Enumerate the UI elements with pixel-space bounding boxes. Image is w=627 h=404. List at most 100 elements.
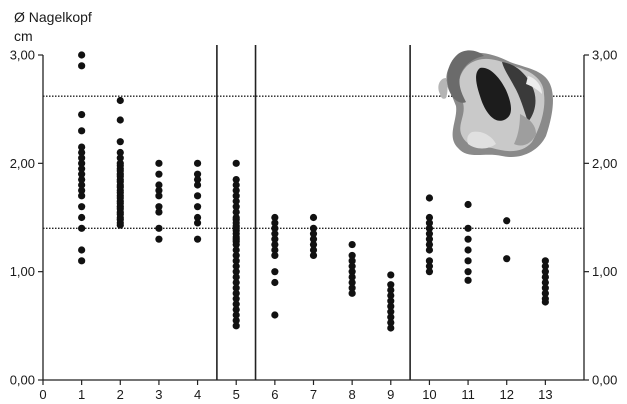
data-point [155,224,163,232]
data-point [425,213,434,222]
data-point [232,300,240,308]
data-point [464,224,472,232]
data-point [232,192,240,200]
data-point [232,175,240,184]
x-tick-label: 5 [233,387,240,402]
y-tick-label-left: 1,00 [10,264,35,279]
data-point [116,148,124,157]
data-point [387,297,395,305]
data-point [309,240,318,249]
x-tick-label: 1 [78,387,85,402]
data-points [78,51,549,332]
data-point [232,305,240,314]
data-point [271,235,279,243]
data-point [155,159,163,167]
data-point [78,165,86,173]
data-point [464,200,472,209]
iron-nail-head-photo [438,50,553,158]
x-tick-label: 3 [155,387,162,402]
data-point [503,255,511,263]
data-point [271,213,279,222]
data-point [155,170,163,178]
group-separators [216,45,411,380]
data-point [155,208,163,216]
data-point [464,276,472,284]
data-point [271,251,279,260]
data-point [387,271,395,279]
x-tick-label: 8 [349,387,356,402]
data-point [541,298,549,306]
data-point [232,240,240,249]
data-point [271,230,279,238]
data-point [78,110,86,119]
data-point [348,284,356,292]
data-point [425,235,434,243]
data-point [193,159,202,167]
data-point [387,281,395,289]
x-tick-label: 2 [117,387,124,402]
data-point [193,192,202,200]
data-point [387,324,395,332]
data-point [78,192,86,200]
data-point [78,203,86,211]
data-point [78,143,86,151]
data-point [309,235,318,243]
y-ticks-left: 0,00 1,00 2,00 3,00 [10,48,43,388]
data-point [232,289,240,297]
data-point [232,159,240,167]
data-point [464,235,472,243]
data-point [232,316,240,325]
data-point [541,278,549,287]
data-point [541,262,549,270]
data-point [464,268,472,276]
data-point [78,154,86,162]
data-point [387,318,395,327]
data-point [271,278,279,287]
data-point [309,224,318,232]
data-point [387,313,395,321]
data-point [193,181,202,189]
data-point [271,268,279,276]
data-point [541,257,549,265]
data-point [78,159,86,167]
data-point [541,268,549,276]
data-point [348,268,356,276]
data-point [232,273,240,281]
data-point [78,175,86,184]
data-point [155,192,163,200]
data-point [541,284,549,292]
data-point [78,51,86,59]
data-point [78,213,86,222]
data-point [116,221,124,229]
data-point [271,311,279,319]
y-ticks-right: 0,00 1,00 2,00 3,00 [584,48,617,388]
data-point [193,235,202,243]
x-tick-label: 4 [194,387,201,402]
data-point [541,273,549,281]
data-point [155,181,163,189]
data-point [78,148,86,157]
data-point [232,322,240,330]
data-point [155,203,163,211]
data-point [387,302,395,310]
x-tick-label: 9 [387,387,394,402]
y-tick-label-right: 0,00 [592,373,617,388]
data-point [348,257,356,265]
data-point [348,251,356,260]
data-point [78,186,86,195]
x-ticks: 0 1 2 3 4 5 6 7 8 9 10 11 12 13 [39,380,553,402]
y-tick-label-right: 1,00 [592,264,617,279]
data-point [425,224,434,232]
data-point [232,186,240,195]
data-point [425,230,434,238]
data-point [464,257,472,265]
data-point [78,246,86,254]
data-point [193,175,202,184]
data-point [232,246,240,254]
data-point [387,308,395,316]
data-point [271,219,279,227]
data-point [232,278,240,287]
data-point [78,257,86,265]
data-point [387,291,395,300]
